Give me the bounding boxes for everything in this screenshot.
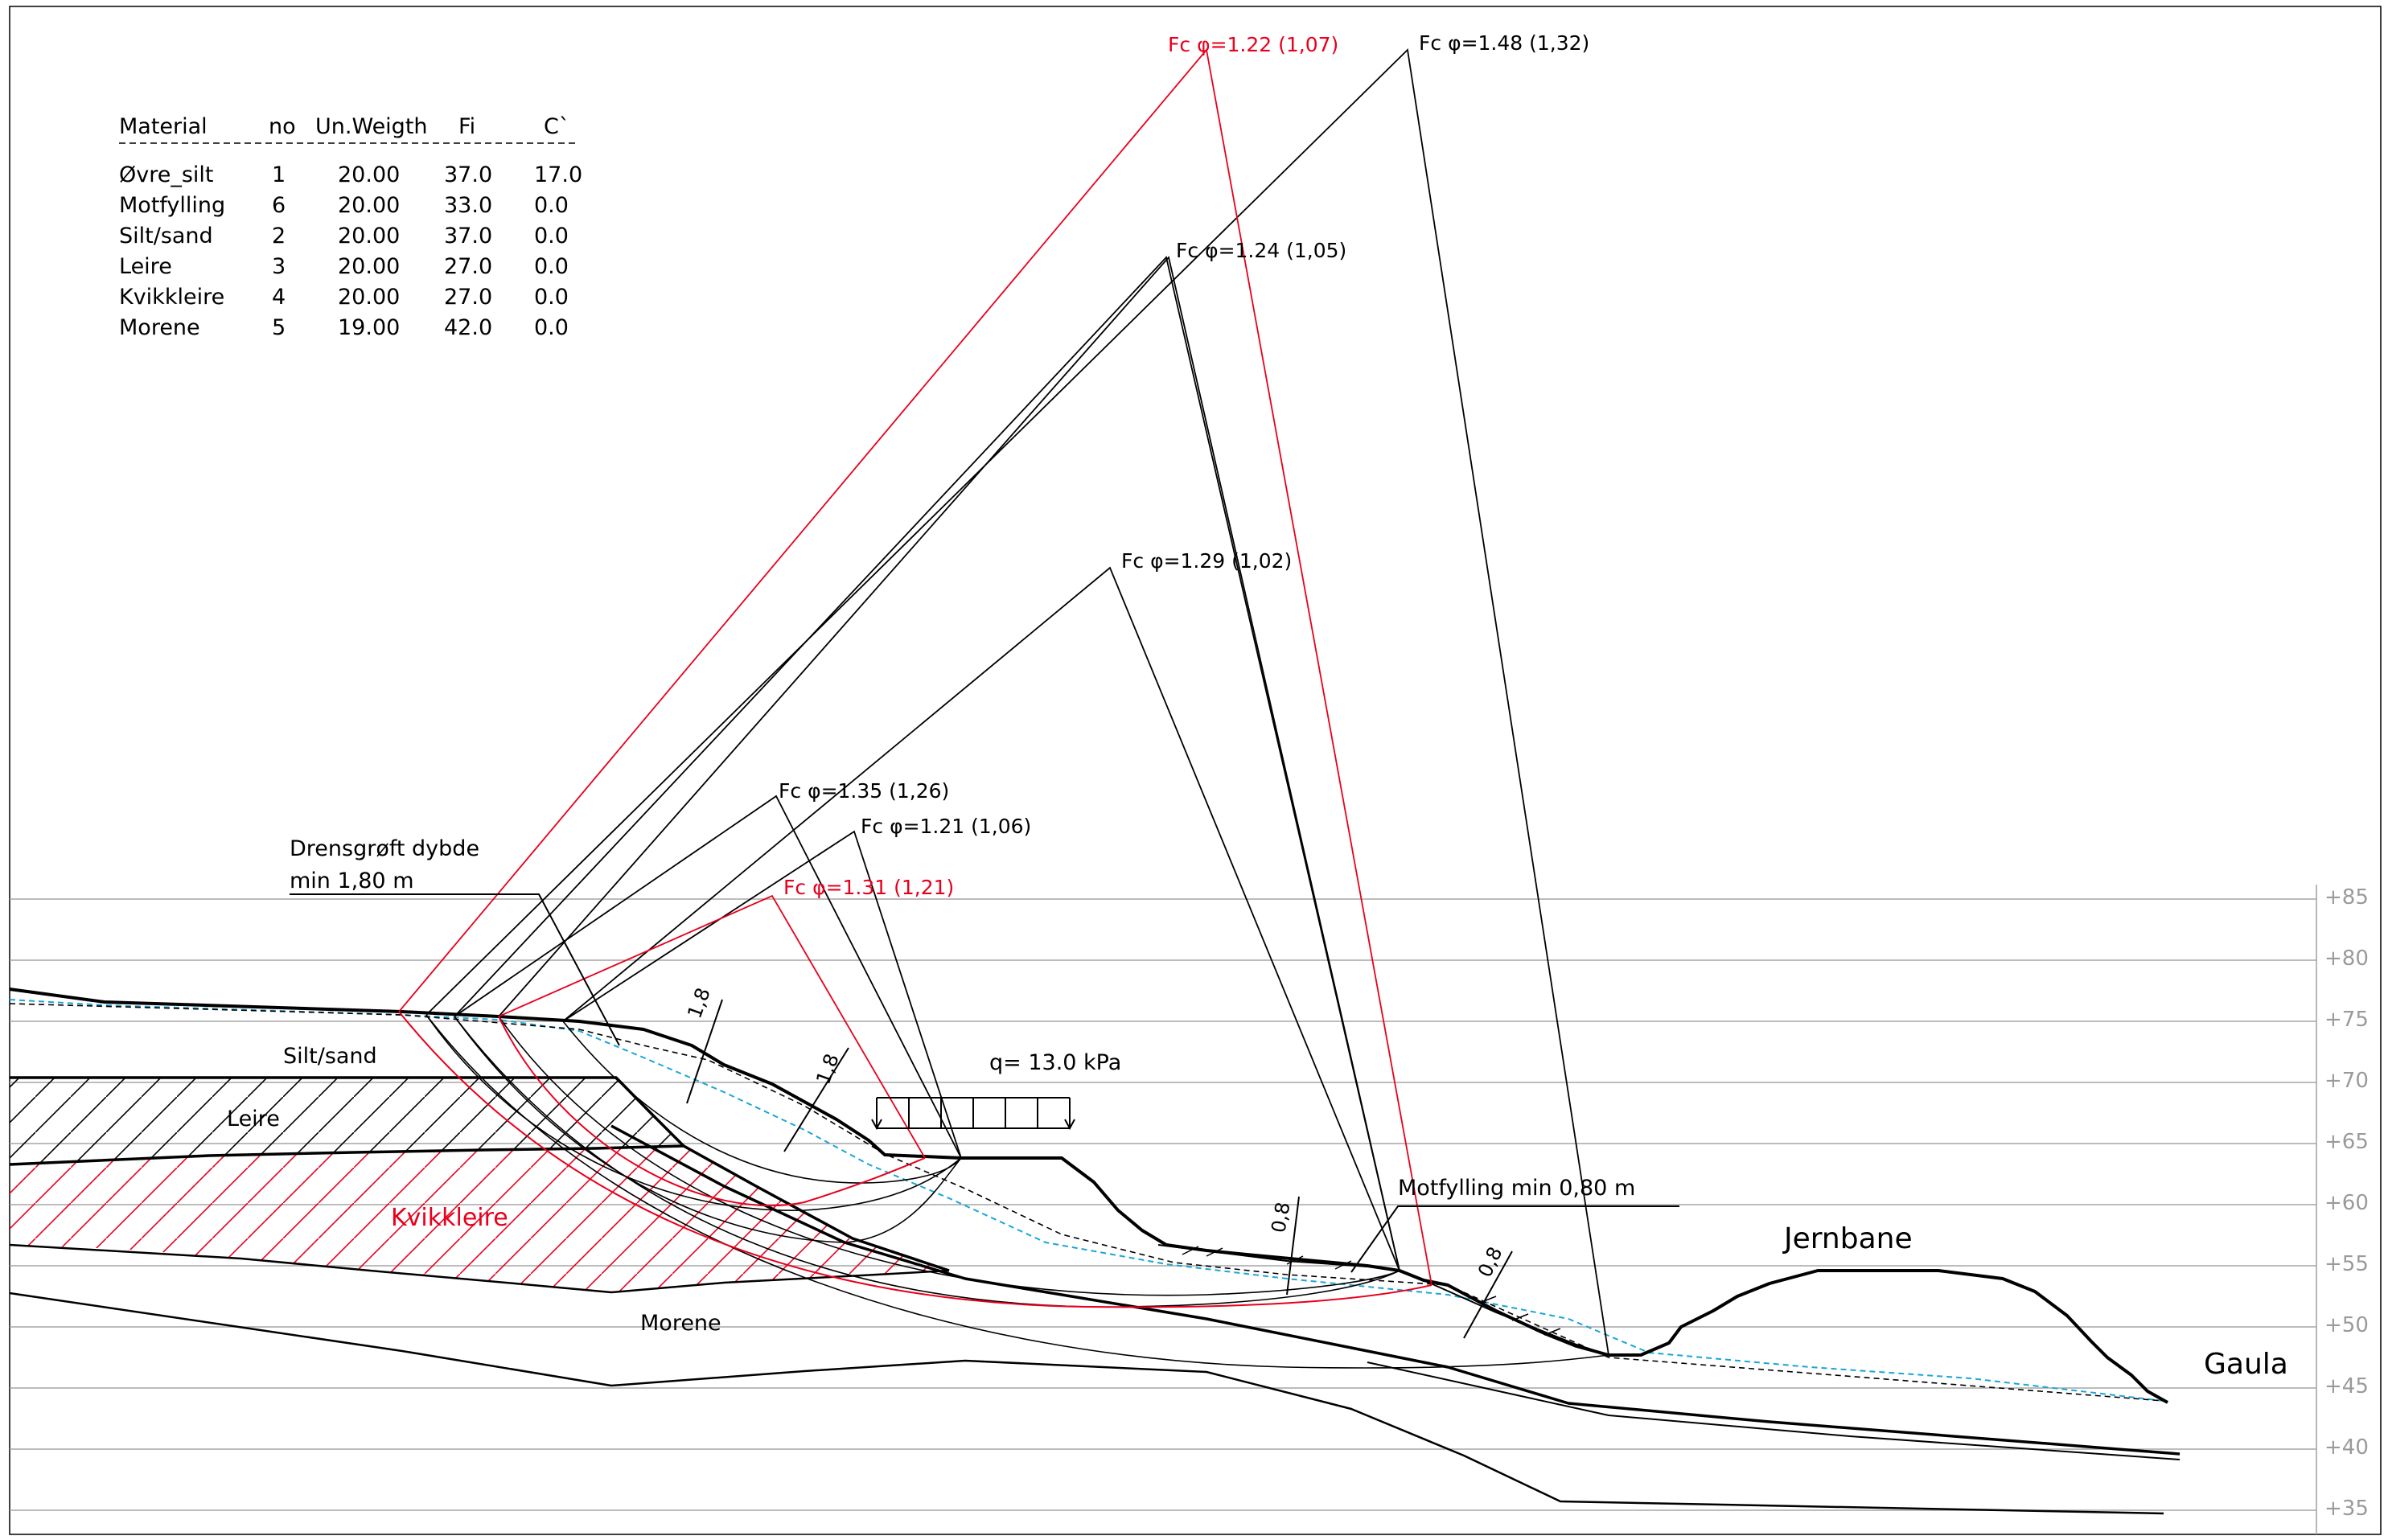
elevation-labels: +85 +80 +75 +70 +65 +60 +55 +50 +45 +40 … [2324,885,2369,1521]
cell-c: 0.0 [534,193,569,218]
cell-material: Kvikkleire [119,285,224,310]
table-header-c: C` [544,114,569,139]
fc-label-6: Fc φ=1.21 (1,06) [861,815,1031,838]
cell-fi: 33.0 [444,193,492,218]
elev-label-75: +75 [2324,1008,2369,1032]
load-symbol [871,1097,1075,1131]
table-row: Leire 3 20.00 27.0 0.0 [119,254,569,279]
layer-label-leire: Leire [227,1107,280,1131]
cell-c: 0.0 [534,224,569,248]
dim-label-1: 1,8 [683,985,714,1021]
motfylling-label: Motfylling min 0,80 m [1398,1176,1635,1201]
elev-label-85: +85 [2324,885,2369,910]
table-row: Motfylling 6 20.00 33.0 0.0 [119,193,569,218]
leire-layer-hatch [10,1078,684,1164]
elev-label-65: +65 [2324,1130,2369,1154]
table-header-fi: Fi [458,114,475,139]
drain-dashed-line [9,1003,2164,1402]
fc-label-1: Fc φ=1.22 (1,07) [1168,33,1338,56]
dim-label-3: 0,8 [1267,1201,1294,1234]
elev-label-80: +80 [2324,947,2369,971]
drawing-border [9,6,2382,1535]
cell-weight: 20.00 [338,162,400,187]
drensgroft-label-line2: min 1,80 m [290,869,414,893]
cell-weight: 20.00 [338,224,400,248]
cell-no: 5 [272,315,286,340]
elev-label-50: +50 [2324,1313,2369,1337]
cell-c: 0.0 [534,315,569,340]
cell-no: 6 [272,193,286,218]
slip-surfaces [425,1014,1609,1369]
cell-weight: 20.00 [338,254,400,279]
cell-c: 17.0 [534,162,582,187]
fc-label-7: Fc φ=1.31 (1,21) [783,876,954,899]
table-row: Silt/sand 2 20.00 37.0 0.0 [119,224,569,248]
cell-fi: 37.0 [444,162,492,187]
cell-weight: 20.00 [338,285,400,310]
layer-label-morene: Morene [640,1311,721,1336]
motfylling-leader [1350,1205,1679,1273]
material-table: Material no Un.Weigth Fi C` Øvre_silt 1 … [119,114,582,340]
gaula-label: Gaula [2204,1348,2288,1381]
cell-fi: 37.0 [444,224,492,248]
cell-no: 4 [272,285,286,310]
fc-label-5: Fc φ=1.35 (1,26) [779,779,949,803]
drensgroft-label-line1: Drensgrøft dybde [290,836,479,861]
table-row: Kvikkleire 4 20.00 27.0 0.0 [119,285,569,310]
fc-label-4: Fc φ=1.29 (1,02) [1121,549,1292,573]
cell-material: Leire [119,254,172,279]
cell-material: Morene [119,315,200,340]
jernbane-label: Jernbane [1782,1222,1913,1255]
elev-label-40: +40 [2324,1435,2369,1460]
table-header-no: no [269,114,296,139]
drensgroft-annotation: Drensgrøft dybde min 1,80 m [290,836,620,1046]
cell-material: Motfylling [119,193,225,218]
cell-weight: 20.00 [338,193,400,218]
cell-no: 2 [272,224,286,248]
fc-label-2: Fc φ=1.48 (1,32) [1419,31,1589,55]
table-row: Morene 5 19.00 42.0 0.0 [119,315,569,340]
elev-label-45: +45 [2324,1374,2369,1398]
dim-label-4: 0,8 [1474,1243,1507,1280]
elev-label-60: +60 [2324,1191,2369,1215]
motfylling-marks [1182,1246,1561,1336]
layer-label-silt-sand: Silt/sand [283,1044,377,1069]
elev-label-35: +35 [2324,1497,2369,1521]
table-row: Øvre_silt 1 20.00 37.0 17.0 [119,162,582,187]
cell-no: 1 [272,162,286,187]
cell-fi: 42.0 [444,315,492,340]
dimension-marks [686,999,1513,1339]
layer-label-kvikkleire: Kvikkleire [391,1204,508,1232]
cell-material: Silt/sand [119,224,213,248]
table-header-weight: Un.Weigth [315,114,428,139]
cell-weight: 19.00 [338,315,400,340]
cell-material: Øvre_silt [119,162,214,187]
radius-lines [425,48,1609,1356]
elev-label-55: +55 [2324,1252,2369,1276]
critical-radius-lines [398,47,1432,1286]
cell-fi: 27.0 [444,285,492,310]
load-label: q= 13.0 kPa [989,1050,1121,1075]
cell-c: 0.0 [534,285,569,310]
fc-label-3: Fc φ=1.24 (1,05) [1176,239,1346,262]
table-header-material: Material [119,114,208,139]
cell-fi: 27.0 [444,254,492,279]
elev-label-70: +70 [2324,1069,2369,1093]
cell-c: 0.0 [534,254,569,279]
cell-no: 3 [272,254,286,279]
factor-labels: Fc φ=1.22 (1,07) Fc φ=1.48 (1,32) Fc φ=1… [779,31,1589,899]
phreatic-line [9,999,2164,1402]
critical-slip-surfaces [398,1011,1432,1308]
